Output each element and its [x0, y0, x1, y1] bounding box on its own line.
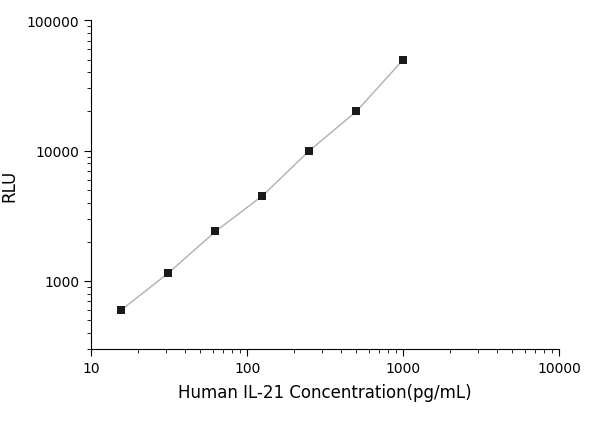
Point — [164, 270, 173, 277]
Point — [305, 148, 314, 155]
Y-axis label: RLU: RLU — [1, 169, 18, 201]
Point — [210, 228, 220, 235]
Point — [398, 57, 408, 64]
X-axis label: Human IL-21 Concentration(pg/mL): Human IL-21 Concentration(pg/mL) — [179, 383, 472, 401]
Point — [351, 109, 361, 115]
Point — [258, 193, 268, 200]
Point — [117, 307, 126, 314]
